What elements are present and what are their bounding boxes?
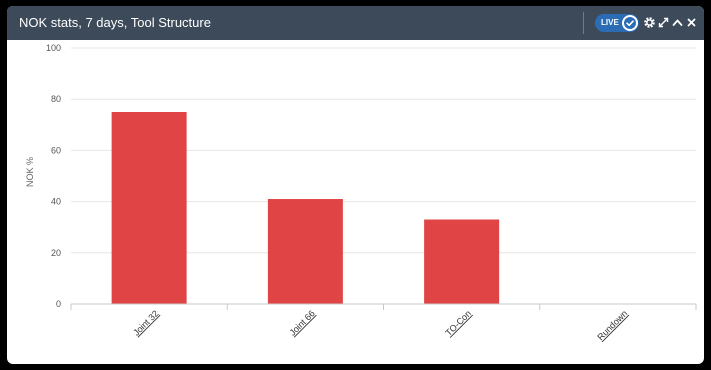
widget-header: NOK stats, 7 days, Tool Structure LIVE: [7, 6, 704, 40]
header-divider: [583, 12, 584, 34]
y-tick-label: 20: [51, 248, 61, 258]
x-tick-label[interactable]: Joint 66: [287, 308, 316, 337]
y-axis-label: NOK %: [25, 157, 35, 187]
chart-area: 0 20 40 60 80 100 Joint 32 Joint 66 TO-Con Rundow…: [7, 40, 704, 364]
bar-chart: 0 20 40 60 80 100 Joint 32 Joint 66 TO-Con Rundow…: [25, 43, 697, 342]
expand-icon[interactable]: [657, 16, 670, 29]
y-tick-label: 0: [56, 299, 61, 309]
bar-joint-32[interactable]: [111, 112, 187, 304]
collapse-icon[interactable]: [671, 16, 684, 29]
live-toggle[interactable]: LIVE: [595, 14, 639, 32]
x-tick-label[interactable]: Joint 32: [131, 308, 160, 337]
x-tick-label[interactable]: TO-Con: [443, 308, 473, 338]
nok-stats-widget: NOK stats, 7 days, Tool Structure LIVE: [7, 6, 704, 364]
live-label: LIVE: [601, 18, 619, 27]
y-tick-label: 60: [51, 145, 61, 155]
bar-joint-66[interactable]: [267, 199, 343, 304]
check-icon: [622, 15, 638, 31]
y-tick-label: 80: [51, 94, 61, 104]
bar-to-con[interactable]: [424, 219, 500, 304]
x-tick-label[interactable]: Rundown: [595, 308, 629, 342]
gear-icon[interactable]: [643, 16, 656, 29]
widget-title: NOK stats, 7 days, Tool Structure: [19, 15, 211, 30]
close-icon[interactable]: [685, 16, 698, 29]
y-tick-label: 100: [46, 43, 61, 53]
y-tick-label: 40: [51, 197, 61, 207]
